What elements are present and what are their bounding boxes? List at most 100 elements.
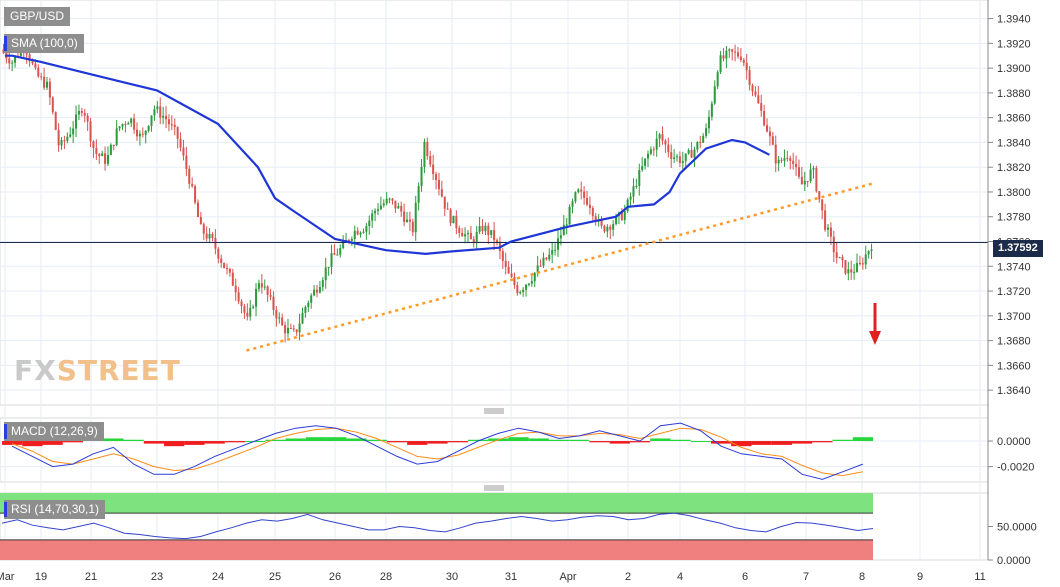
candle-body <box>832 236 835 253</box>
y-tick-label: 1.3860 <box>997 113 1031 125</box>
candle-body <box>795 163 798 168</box>
candle-body <box>661 134 664 141</box>
candle-body <box>408 219 411 222</box>
candle-body <box>333 253 336 255</box>
candle-body <box>771 136 774 145</box>
candle-body <box>664 140 667 145</box>
candle-body <box>649 149 652 154</box>
candle-body <box>54 112 57 130</box>
candle-body <box>80 110 83 113</box>
axes: Mar 19 21 23 24 25 26 28 30 31 Apr 2 4 6 7 8 9 111.39401.… <box>0 0 1037 583</box>
candle-body <box>620 212 623 220</box>
candle-body <box>104 153 107 164</box>
candle-body <box>678 156 681 163</box>
candle-body <box>493 230 496 241</box>
sma-legend-swatch <box>4 36 7 51</box>
candle-body <box>301 312 304 324</box>
candle-body <box>403 211 406 222</box>
candle-body <box>748 70 751 86</box>
candle-body <box>626 199 629 212</box>
candle-body <box>667 144 670 153</box>
candle-body <box>681 161 684 163</box>
candle-body <box>45 81 49 88</box>
candle-body <box>284 325 287 334</box>
macd-histogram-bar <box>589 441 610 443</box>
x-tick-label: 2 <box>625 571 631 583</box>
candle-body <box>609 226 612 230</box>
candle-body <box>571 201 574 207</box>
candle-body <box>356 230 359 235</box>
macd-histogram-bar <box>832 439 853 442</box>
macd-histogram-bar <box>791 441 813 444</box>
macd-signal-line <box>11 427 863 477</box>
candle-body <box>196 202 199 218</box>
candle-body <box>783 158 786 161</box>
candle-body <box>194 186 197 203</box>
candle-body <box>350 239 353 241</box>
candle-body <box>397 205 400 209</box>
candle-body <box>594 216 597 222</box>
candle-body <box>144 130 147 135</box>
macd-histogram-bar <box>670 439 691 442</box>
candle-body <box>315 289 319 293</box>
candle-body <box>829 227 832 237</box>
candle-body <box>504 260 507 268</box>
candle-body <box>684 153 687 162</box>
candle-body <box>519 292 522 294</box>
candle-body <box>693 149 696 158</box>
candle-body <box>774 144 777 164</box>
candle-body <box>841 257 844 261</box>
rsi-legend: RSI (14,70,30,1) <box>4 500 106 519</box>
candle-body <box>559 235 562 239</box>
x-tick-label: 24 <box>212 571 224 583</box>
candle-body <box>818 191 821 200</box>
candle-body <box>821 199 824 211</box>
current-price-label: 1.37592 <box>993 240 1043 257</box>
candle-body <box>60 140 63 146</box>
candle-body <box>423 141 426 167</box>
y-tick-label: 1.3800 <box>997 187 1031 199</box>
candle-body <box>722 55 725 59</box>
candle-body <box>745 62 748 71</box>
candle-body <box>847 269 850 274</box>
candle-body <box>368 220 371 227</box>
candle-body <box>388 198 391 200</box>
candle-body <box>702 135 705 143</box>
candle-body <box>545 257 548 260</box>
macd-histogram-bar <box>22 441 43 447</box>
candle-body <box>179 138 182 148</box>
macd-histogram-bar <box>184 441 205 445</box>
candle-body <box>156 106 159 110</box>
candle-body <box>420 166 423 187</box>
candle-body <box>786 158 789 160</box>
macd-histogram-bar <box>285 438 306 442</box>
candle-body <box>347 239 350 241</box>
candle-body <box>864 254 867 265</box>
candle-body <box>223 262 226 269</box>
candle-body <box>870 249 873 252</box>
candle-body <box>336 254 339 256</box>
candle-body <box>809 169 812 182</box>
down-arrow-head <box>869 331 881 345</box>
candle-body <box>243 306 246 313</box>
candle-body <box>66 136 69 141</box>
candle-body <box>318 287 321 293</box>
candle-body <box>121 124 124 127</box>
candle-body <box>63 140 66 142</box>
candle-body <box>452 215 455 224</box>
candle-body <box>516 285 519 294</box>
candle-body <box>382 203 385 206</box>
candle-body <box>522 289 525 293</box>
candle-body <box>185 155 188 170</box>
macd-pane <box>2 422 873 480</box>
candle-body <box>644 158 647 167</box>
macd-legend-swatch <box>4 424 7 439</box>
candle-body <box>141 133 144 135</box>
candle-body <box>426 141 429 157</box>
candle-body <box>324 267 327 281</box>
macd-histogram-bar <box>528 438 549 442</box>
candle-body <box>838 257 841 259</box>
candle-body <box>469 232 472 240</box>
candle-body <box>525 284 528 290</box>
macd-histogram-bar <box>427 441 448 444</box>
